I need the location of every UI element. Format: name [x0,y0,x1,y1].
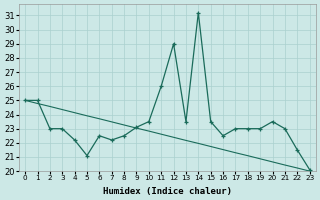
X-axis label: Humidex (Indice chaleur): Humidex (Indice chaleur) [103,187,232,196]
